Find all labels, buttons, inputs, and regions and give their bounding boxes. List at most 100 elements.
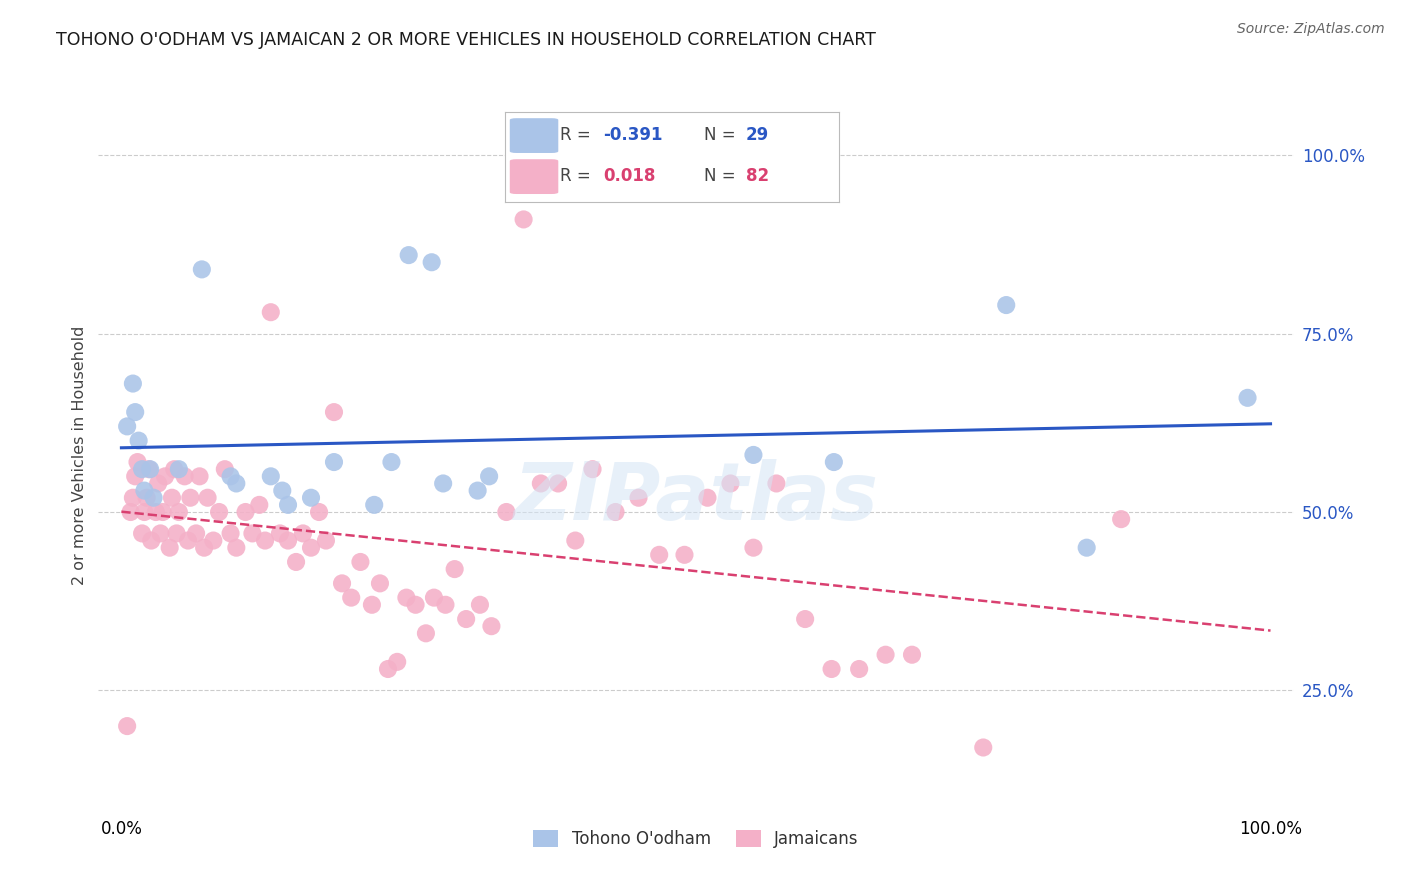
Point (363, 498, 385, 512)
Point (134, 505, 156, 519)
Point (260, 305, 283, 319)
Y-axis label: 2 or more Vehicles in Household: 2 or more Vehicles in Household (72, 326, 87, 584)
Point (467, 483, 489, 498)
Point (124, 469, 146, 483)
Point (564, 533, 586, 548)
Point (627, 491, 650, 505)
Point (456, 612, 478, 626)
Point (191, 262, 214, 277)
Point (219, 526, 242, 541)
Point (420, 255, 443, 269)
Point (179, 491, 201, 505)
Point (299, 491, 322, 505)
Point (349, 555, 371, 569)
Point (794, 612, 817, 626)
Point (1236, 391, 1258, 405)
Point (167, 505, 190, 519)
Point (131, 526, 153, 541)
Point (193, 541, 215, 555)
Point (153, 469, 176, 483)
Point (648, 548, 671, 562)
Point (415, 626, 437, 640)
Point (405, 598, 427, 612)
Point (848, 662, 870, 676)
Point (139, 462, 162, 476)
Point (247, 498, 270, 512)
Point (765, 476, 787, 491)
Point (219, 469, 242, 483)
Point (299, 541, 322, 555)
Point (512, 212, 534, 227)
Point (115, 419, 138, 434)
Point (242, 526, 264, 541)
Point (478, 469, 501, 483)
Point (135, 491, 157, 505)
Point (901, 648, 924, 662)
Point (673, 548, 696, 562)
Point (398, 248, 420, 262)
Point (385, 655, 409, 669)
Point (315, 533, 337, 548)
Point (177, 533, 200, 548)
Point (742, 448, 765, 462)
Point (380, 455, 402, 469)
Point (124, 405, 146, 419)
Point (145, 505, 167, 519)
Point (277, 498, 299, 512)
Point (127, 455, 149, 469)
Point (208, 505, 231, 519)
Point (128, 434, 150, 448)
Point (152, 505, 174, 519)
Point (323, 455, 346, 469)
Point (995, 298, 1018, 312)
Point (138, 462, 160, 476)
Point (285, 555, 308, 569)
Point (605, 505, 627, 519)
Point (120, 505, 142, 519)
Point (742, 541, 765, 555)
Point (225, 476, 247, 491)
Point (468, 598, 491, 612)
Point (160, 491, 183, 505)
Point (277, 533, 299, 548)
Point (159, 541, 181, 555)
Point (202, 533, 225, 548)
Point (820, 662, 842, 676)
Point (271, 483, 294, 498)
Point (148, 476, 170, 491)
Point (167, 462, 190, 476)
Point (481, 619, 503, 633)
Point (173, 469, 195, 483)
Point (720, 476, 742, 491)
Point (308, 505, 330, 519)
Text: Source: ZipAtlas.com: Source: ZipAtlas.com (1237, 22, 1385, 37)
Point (1076, 541, 1098, 555)
Point (163, 462, 186, 476)
Point (395, 591, 418, 605)
Point (1109, 512, 1132, 526)
Point (291, 526, 314, 541)
Point (823, 455, 845, 469)
Point (361, 598, 384, 612)
Point (377, 662, 399, 676)
Point (696, 491, 718, 505)
Point (188, 469, 211, 483)
Text: TOHONO O'ODHAM VS JAMAICAN 2 OR MORE VEHICLES IN HOUSEHOLD CORRELATION CHART: TOHONO O'ODHAM VS JAMAICAN 2 OR MORE VEH… (56, 31, 876, 49)
Point (875, 648, 897, 662)
Point (214, 462, 236, 476)
Point (197, 491, 219, 505)
Text: ZIPatlas: ZIPatlas (513, 458, 879, 537)
Point (142, 491, 165, 505)
Point (581, 462, 603, 476)
Point (495, 505, 517, 519)
Point (432, 476, 454, 491)
Point (225, 541, 247, 555)
Point (235, 505, 257, 519)
Point (115, 719, 138, 733)
Point (423, 591, 446, 605)
Point (530, 476, 553, 491)
Point (443, 562, 465, 576)
Point (254, 533, 277, 548)
Point (134, 483, 156, 498)
Point (323, 405, 346, 419)
